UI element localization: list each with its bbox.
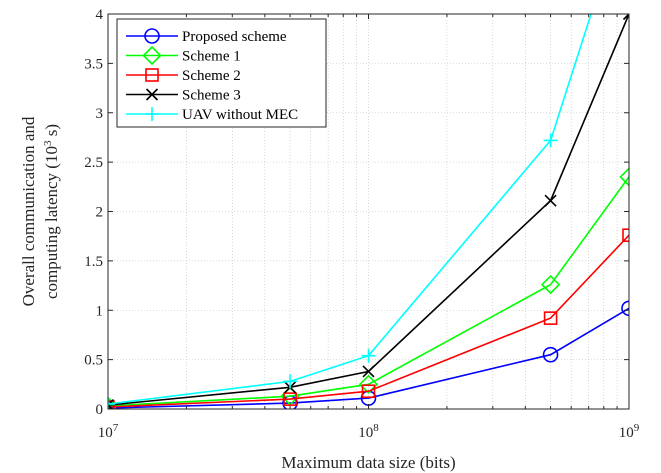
legend-marker: [145, 107, 159, 121]
y-tick-label: 1.5: [84, 254, 103, 270]
y-tick-label: 2: [96, 205, 104, 221]
data-point: [361, 348, 376, 363]
data-point: [362, 365, 375, 378]
data-point: [283, 392, 297, 406]
y-tick-label: 2.5: [84, 155, 103, 171]
data-point: [544, 194, 557, 207]
y-tick-label: 0: [96, 402, 104, 418]
legend-entry: Scheme 3: [126, 88, 241, 104]
y-tick-label: 3.5: [84, 56, 103, 72]
legend-label: Scheme 3: [182, 88, 241, 104]
series-5: [108, 14, 592, 409]
data-point: [108, 400, 115, 409]
data-point: [622, 14, 629, 21]
y-tick-label: 0.5: [84, 353, 103, 369]
data-point: [361, 384, 376, 399]
legend-entry: Scheme 2: [126, 68, 241, 84]
legend-entry: Scheme 1: [126, 45, 241, 66]
x-tick-label: 109: [619, 422, 640, 441]
tick-labels: 0 0.5 1 1.5 2 2.5 3 3.5 4 107 108 109: [84, 7, 640, 441]
legend-label: Scheme 2: [182, 68, 241, 84]
legend-marker: [142, 45, 162, 66]
series-layer: [108, 14, 629, 409]
series-line: [108, 176, 629, 407]
series-line: [108, 307, 629, 409]
legend: Proposed scheme Scheme 1 Scheme 2 Scheme 3 U…: [116, 18, 327, 128]
y-tick-label: 4: [96, 7, 104, 23]
y-tick-label: 1: [96, 303, 104, 319]
data-point: [542, 346, 559, 363]
data-point: [622, 228, 629, 242]
data-point: [108, 397, 115, 409]
legend-label: Scheme 1: [182, 49, 241, 65]
data-point: [619, 167, 629, 187]
legend-marker: [145, 68, 159, 82]
legend-label: UAV without MEC: [182, 107, 298, 123]
legend-marker: [144, 28, 160, 44]
x-tick-label: 108: [358, 422, 379, 441]
data-point: [540, 274, 561, 295]
data-point: [621, 300, 629, 317]
legend-label: Proposed scheme: [182, 29, 287, 45]
data-point: [543, 133, 558, 148]
y-tick-label: 3: [96, 106, 104, 122]
data-point: [543, 311, 558, 325]
series-3: [108, 228, 629, 409]
series-line: [108, 234, 629, 408]
y-axis-label-line2: computing latency (103 s): [42, 124, 61, 299]
data-point: [283, 374, 298, 389]
x-tick-label: 107: [98, 422, 119, 441]
axis-ticks: [107, 13, 630, 410]
legend-entry: UAV without MEC: [126, 107, 298, 123]
y-axis-label-line1: Overall communication and: [19, 116, 38, 306]
legend-marker: [145, 88, 159, 101]
data-point: [358, 374, 379, 394]
legend-entry: Proposed scheme: [126, 28, 287, 45]
x-axis-label: Maximum data size (bits): [281, 453, 455, 472]
